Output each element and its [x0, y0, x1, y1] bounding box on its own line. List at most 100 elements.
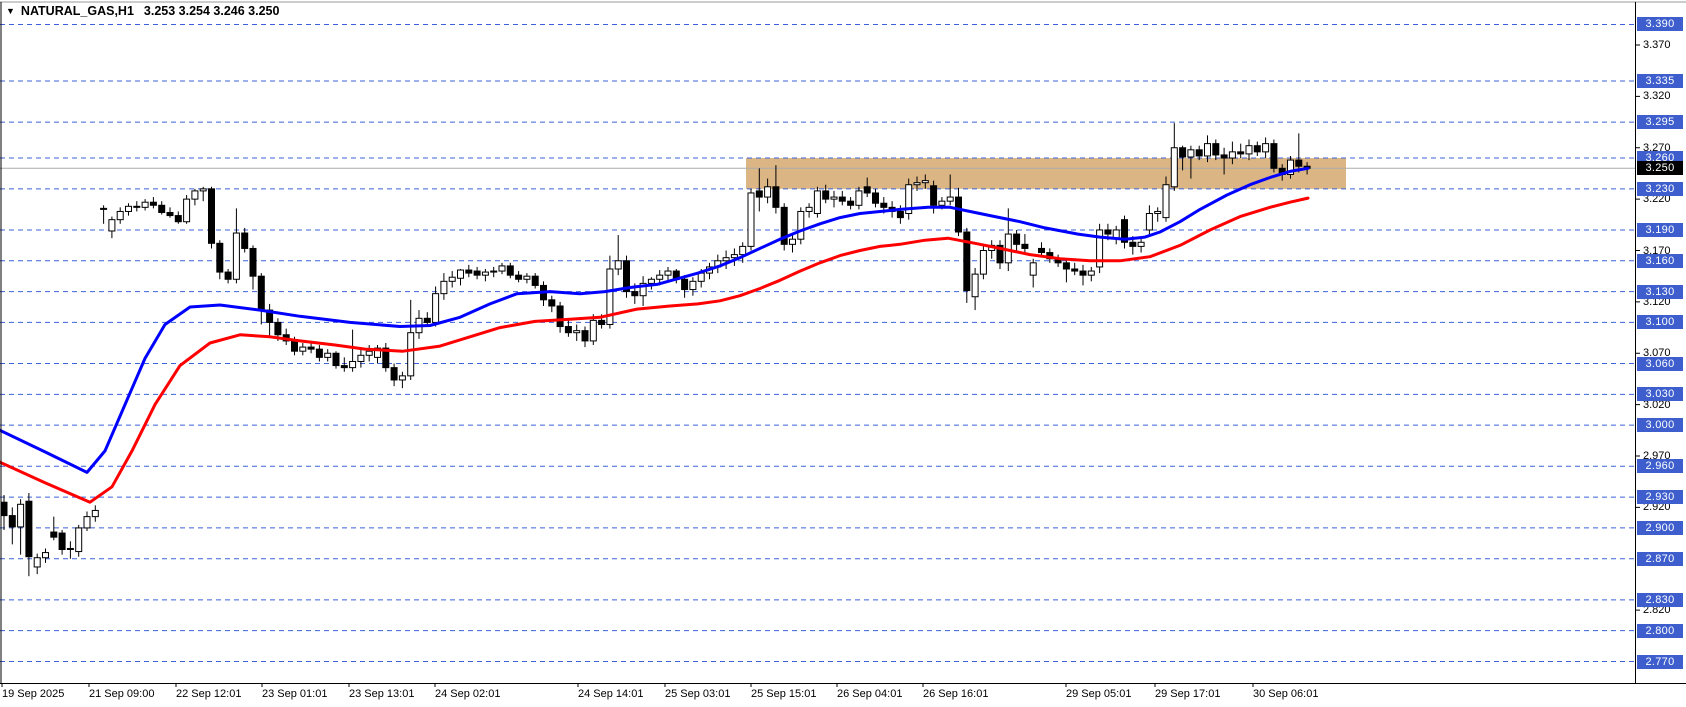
candle-bearish [216, 242, 224, 273]
candle-bearish [930, 185, 938, 206]
candle-bullish [764, 186, 772, 198]
price-level-badge: 3.100 [1637, 315, 1683, 330]
candle-bullish [324, 352, 332, 358]
candle-bearish [465, 269, 473, 274]
time-axis-label: 24 Sep 02:01 [435, 688, 501, 700]
candle-bearish [564, 326, 572, 334]
candle-bullish [589, 319, 597, 342]
candle-bullish [797, 210, 805, 240]
candle-bearish [581, 330, 589, 342]
candle-bearish [149, 201, 157, 206]
candle-bullish [116, 210, 124, 221]
candle-bullish [647, 278, 655, 284]
candle-bearish [531, 275, 539, 286]
candle-bearish [50, 531, 58, 538]
candle-bullish [349, 360, 357, 369]
time-axis-label: 26 Sep 16:01 [923, 688, 989, 700]
time-scale[interactable]: 19 Sep 2025 21 Sep 09:00 22 Sep 12:01 23 Se… [0, 687, 1686, 707]
candle-bearish [1121, 219, 1128, 243]
candle-bullish [232, 232, 240, 280]
candle-bullish [1187, 149, 1195, 158]
price-level-badge: 2.900 [1637, 520, 1683, 535]
candle-bullish [1087, 270, 1095, 276]
candle-bearish [66, 547, 74, 551]
candle-bullish [971, 273, 979, 298]
ma-slow-line[interactable] [0, 196, 1310, 504]
candle-bullish [1096, 229, 1104, 268]
time-axis-label: 21 Sep 09:00 [89, 688, 155, 700]
symbol-dropdown-icon[interactable]: ▼ [6, 6, 15, 16]
candle-bearish [382, 347, 390, 369]
candle-bearish [249, 247, 257, 277]
candle-bullish [1029, 262, 1037, 276]
candle-bullish [91, 509, 99, 518]
candle-bearish [224, 271, 232, 280]
price-level-badge: 3.190 [1637, 222, 1683, 237]
time-axis-label: 25 Sep 15:01 [751, 688, 817, 700]
chart-title-bar: ▼ NATURAL_GAS,H1 3.253 3.254 3.246 3.250 [6, 4, 279, 18]
ma-fast-line[interactable] [0, 166, 1310, 474]
price-tick-label: 3.170 [1643, 244, 1671, 257]
candle-bullish [1204, 143, 1211, 157]
candle-bullish [1170, 147, 1178, 188]
candle-bearish [1220, 154, 1228, 159]
candle-bearish [515, 274, 523, 280]
candle-bullish [42, 552, 49, 559]
candle-bearish [755, 190, 763, 198]
price-level-badge: 2.800 [1637, 623, 1683, 638]
price-level-badge: 3.390 [1637, 17, 1683, 32]
title-ohlc-values: 3.253 3.254 3.246 3.250 [143, 4, 280, 18]
price-tick-label: 3.070 [1643, 347, 1671, 360]
price-level-badge: 3.160 [1637, 253, 1683, 268]
price-level-badge: 3.295 [1637, 115, 1683, 130]
candle-bearish [996, 244, 1004, 264]
candle-bearish [863, 186, 871, 194]
price-level-badge: 3.335 [1637, 73, 1683, 88]
candle-bearish [58, 532, 66, 551]
price-tick-label: 3.270 [1643, 141, 1671, 154]
price-level-badge: 3.060 [1637, 356, 1683, 371]
time-axis-label: 29 Sep 17:01 [1155, 688, 1221, 700]
candle-bearish [1253, 145, 1261, 153]
candle-bullish [979, 250, 987, 275]
candle-bearish [631, 291, 639, 297]
price-level-badge: 3.000 [1637, 418, 1683, 433]
candle-bearish [1212, 143, 1220, 156]
candle-bullish [407, 332, 415, 377]
candle-bearish [1237, 151, 1245, 155]
candle-bullish [191, 190, 199, 200]
candle-bearish [681, 278, 689, 291]
price-level-badge: 3.030 [1637, 387, 1683, 402]
candle-bearish [423, 317, 431, 323]
price-tick-label: 3.020 [1643, 398, 1671, 411]
supply-zone-rectangle[interactable] [746, 158, 1346, 189]
price-scale[interactable]: 3.370 3.320 3.270 3.220 3.170 3.120 3.070 3.020… [1636, 0, 1686, 683]
time-axis-label: 24 Sep 14:01 [578, 688, 644, 700]
candle-bearish [963, 231, 971, 292]
candle-bullish [805, 206, 813, 212]
candle-bullish [75, 527, 83, 553]
candle-bearish [25, 500, 33, 558]
candle-bearish [158, 204, 166, 213]
candle-bearish [1270, 143, 1278, 169]
candle-bullish [141, 201, 149, 208]
candle-bullish [656, 274, 664, 280]
candle-bullish [938, 200, 946, 206]
candle-bullish [481, 271, 489, 276]
candle-bullish [457, 269, 464, 279]
candle-bearish [847, 200, 855, 206]
candle-bullish [946, 196, 954, 202]
candles-group [0, 123, 1311, 577]
candle-bullish [365, 350, 373, 356]
candle-bearish [1179, 147, 1187, 158]
candle-bullish [357, 354, 365, 362]
candle-bullish [440, 280, 448, 295]
candle-bullish [1145, 213, 1153, 231]
candle-bearish [1013, 233, 1021, 245]
candle-bearish [1195, 149, 1203, 157]
candle-bearish [1062, 262, 1070, 270]
candle-bearish [208, 188, 215, 244]
price-level-badge: 2.770 [1637, 654, 1683, 669]
